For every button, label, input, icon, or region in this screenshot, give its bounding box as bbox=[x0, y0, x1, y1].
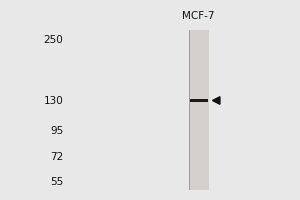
Polygon shape bbox=[212, 97, 220, 104]
Bar bbox=[189, 30, 208, 190]
Text: MCF-7: MCF-7 bbox=[182, 11, 215, 21]
Bar bbox=[190, 99, 208, 102]
